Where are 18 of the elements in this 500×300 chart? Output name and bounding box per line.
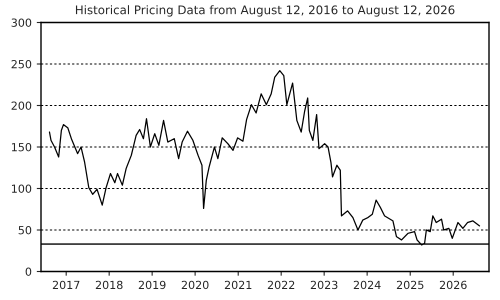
x-tick-label: 2022 (268, 280, 294, 290)
y-tick-label: 50 (18, 226, 32, 234)
x-tick-label: 2021 (224, 280, 252, 290)
y-tick-label: 100 (12, 184, 32, 193)
y-tick-label: 0 (26, 267, 32, 276)
x-tick-label: 2026 (440, 280, 467, 290)
y-tick-label: 250 (12, 60, 32, 68)
y-tick-label: 300 (12, 18, 32, 27)
y-tick-label: 150 (12, 142, 32, 152)
x-tick-label: 2024 (354, 280, 381, 290)
y-tick-label: 200 (12, 101, 32, 110)
x-tick-label: 2025 (396, 280, 424, 290)
x-tick-label: 2018 (96, 280, 123, 290)
x-tick-label: 2023 (310, 280, 338, 290)
x-tick-label: 2017 (52, 280, 80, 290)
x-tick-label: 2019 (138, 280, 166, 290)
x-tick-label: 2020 (182, 280, 209, 290)
chart-title: Historical Pricing Data from August 12, 2016 to August 12, 2026 (76, 5, 454, 17)
